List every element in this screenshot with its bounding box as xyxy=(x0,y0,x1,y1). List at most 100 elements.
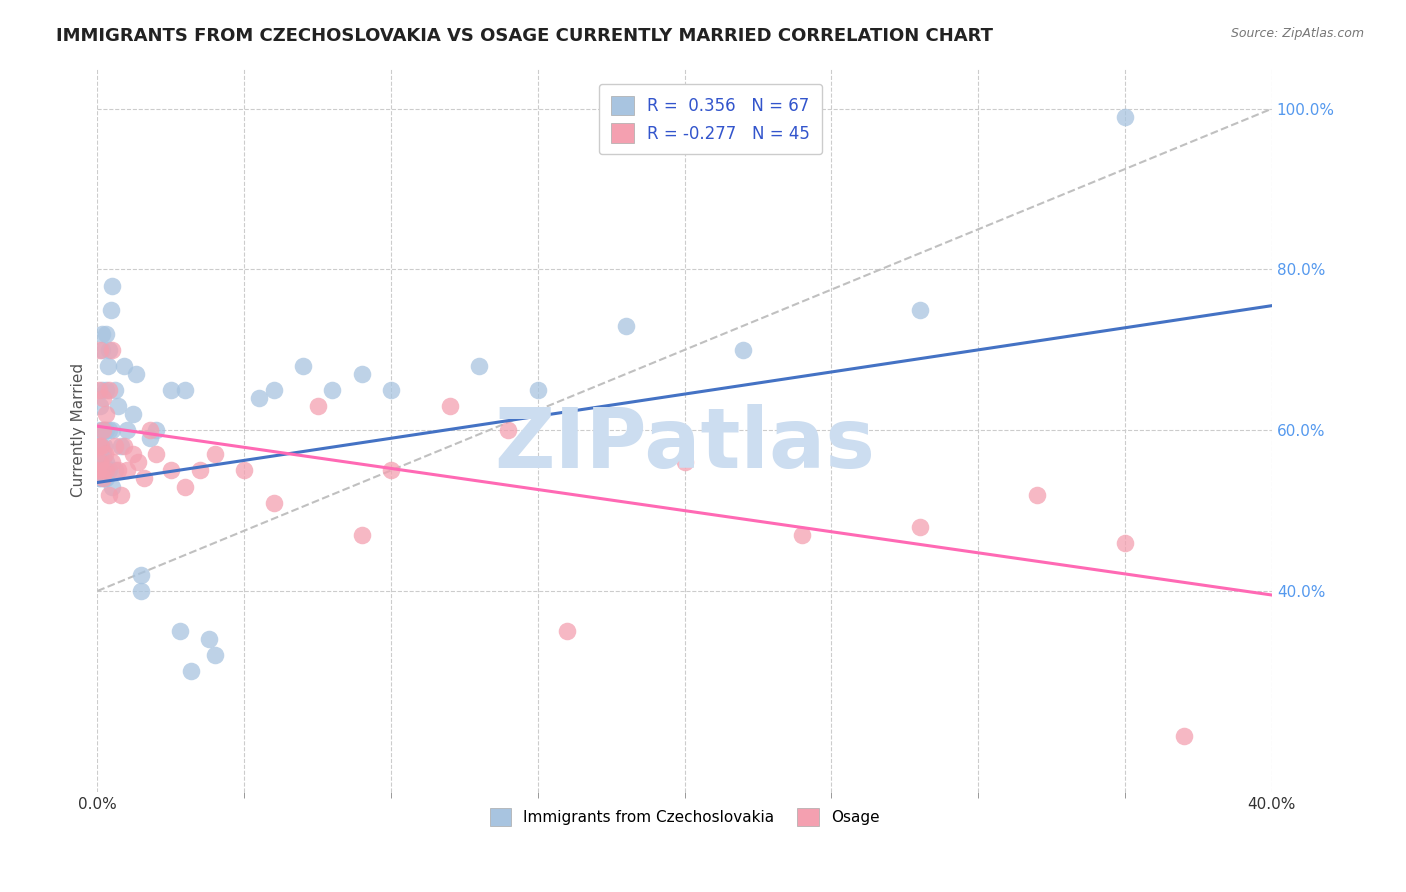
Point xyxy=(1026,487,1049,501)
Point xyxy=(104,439,127,453)
Point xyxy=(380,383,402,397)
Text: IMMIGRANTS FROM CZECHOSLOVAKIA VS OSAGE CURRENTLY MARRIED CORRELATION CHART: IMMIGRANTS FROM CZECHOSLOVAKIA VS OSAGE … xyxy=(56,27,993,45)
Point xyxy=(93,471,115,485)
Point xyxy=(233,463,256,477)
Point xyxy=(139,423,162,437)
Point xyxy=(101,423,124,437)
Point xyxy=(321,383,343,397)
Point xyxy=(90,463,112,477)
Point xyxy=(89,399,111,413)
Point xyxy=(180,665,202,679)
Point xyxy=(112,359,135,373)
Point xyxy=(96,326,118,341)
Point xyxy=(115,423,138,437)
Point xyxy=(169,624,191,639)
Y-axis label: Currently Married: Currently Married xyxy=(72,363,86,498)
Point xyxy=(101,455,124,469)
Point xyxy=(127,455,149,469)
Point xyxy=(1114,110,1136,124)
Point xyxy=(107,463,129,477)
Point xyxy=(121,447,143,461)
Point xyxy=(733,343,755,357)
Point xyxy=(98,487,121,501)
Point xyxy=(1114,535,1136,549)
Point xyxy=(98,463,121,477)
Point xyxy=(112,439,135,453)
Point xyxy=(350,367,373,381)
Point xyxy=(291,359,314,373)
Point xyxy=(96,423,118,437)
Point xyxy=(673,455,696,469)
Point xyxy=(134,471,156,485)
Point xyxy=(110,439,132,453)
Point xyxy=(96,471,118,485)
Point xyxy=(198,632,221,647)
Point xyxy=(98,383,121,397)
Point xyxy=(89,471,111,485)
Point xyxy=(145,447,167,461)
Point xyxy=(908,302,931,317)
Point xyxy=(107,399,129,413)
Legend: Immigrants from Czechoslovakia, Osage: Immigrants from Czechoslovakia, Osage xyxy=(481,799,889,835)
Point xyxy=(104,383,127,397)
Point xyxy=(89,439,111,453)
Point xyxy=(98,423,121,437)
Point xyxy=(439,399,461,413)
Point xyxy=(263,383,285,397)
Point xyxy=(89,455,111,469)
Point xyxy=(380,463,402,477)
Text: ZIPatlas: ZIPatlas xyxy=(494,404,875,485)
Point xyxy=(101,479,124,493)
Point xyxy=(89,423,111,437)
Point xyxy=(204,648,226,663)
Point xyxy=(91,471,114,485)
Point xyxy=(614,318,637,333)
Point xyxy=(91,423,114,437)
Point xyxy=(90,439,112,453)
Point xyxy=(90,439,112,453)
Point xyxy=(96,407,118,421)
Point xyxy=(159,463,181,477)
Point xyxy=(90,463,112,477)
Point xyxy=(101,343,124,357)
Point xyxy=(91,391,114,405)
Point xyxy=(145,423,167,437)
Point xyxy=(527,383,550,397)
Point xyxy=(98,343,121,357)
Point xyxy=(307,399,329,413)
Point xyxy=(89,447,111,461)
Text: Source: ZipAtlas.com: Source: ZipAtlas.com xyxy=(1230,27,1364,40)
Point xyxy=(204,447,226,461)
Point xyxy=(87,455,110,469)
Point xyxy=(247,391,270,405)
Point xyxy=(97,359,120,373)
Point xyxy=(350,527,373,541)
Point xyxy=(115,463,138,477)
Point xyxy=(89,439,111,453)
Point xyxy=(96,455,118,469)
Point xyxy=(131,584,153,599)
Point xyxy=(104,463,127,477)
Point xyxy=(159,383,181,397)
Point xyxy=(121,407,143,421)
Point xyxy=(91,471,114,485)
Point xyxy=(91,326,114,341)
Point xyxy=(96,463,118,477)
Point xyxy=(93,423,115,437)
Point xyxy=(87,463,110,477)
Point xyxy=(93,463,115,477)
Point xyxy=(93,439,115,453)
Point xyxy=(89,455,111,469)
Point xyxy=(263,495,285,509)
Point xyxy=(91,455,114,469)
Point xyxy=(188,463,211,477)
Point xyxy=(89,455,111,469)
Point xyxy=(131,568,153,582)
Point xyxy=(124,367,146,381)
Point xyxy=(89,343,111,357)
Point xyxy=(87,439,110,453)
Point xyxy=(91,463,114,477)
Point xyxy=(89,471,111,485)
Point xyxy=(91,447,114,461)
Point xyxy=(555,624,578,639)
